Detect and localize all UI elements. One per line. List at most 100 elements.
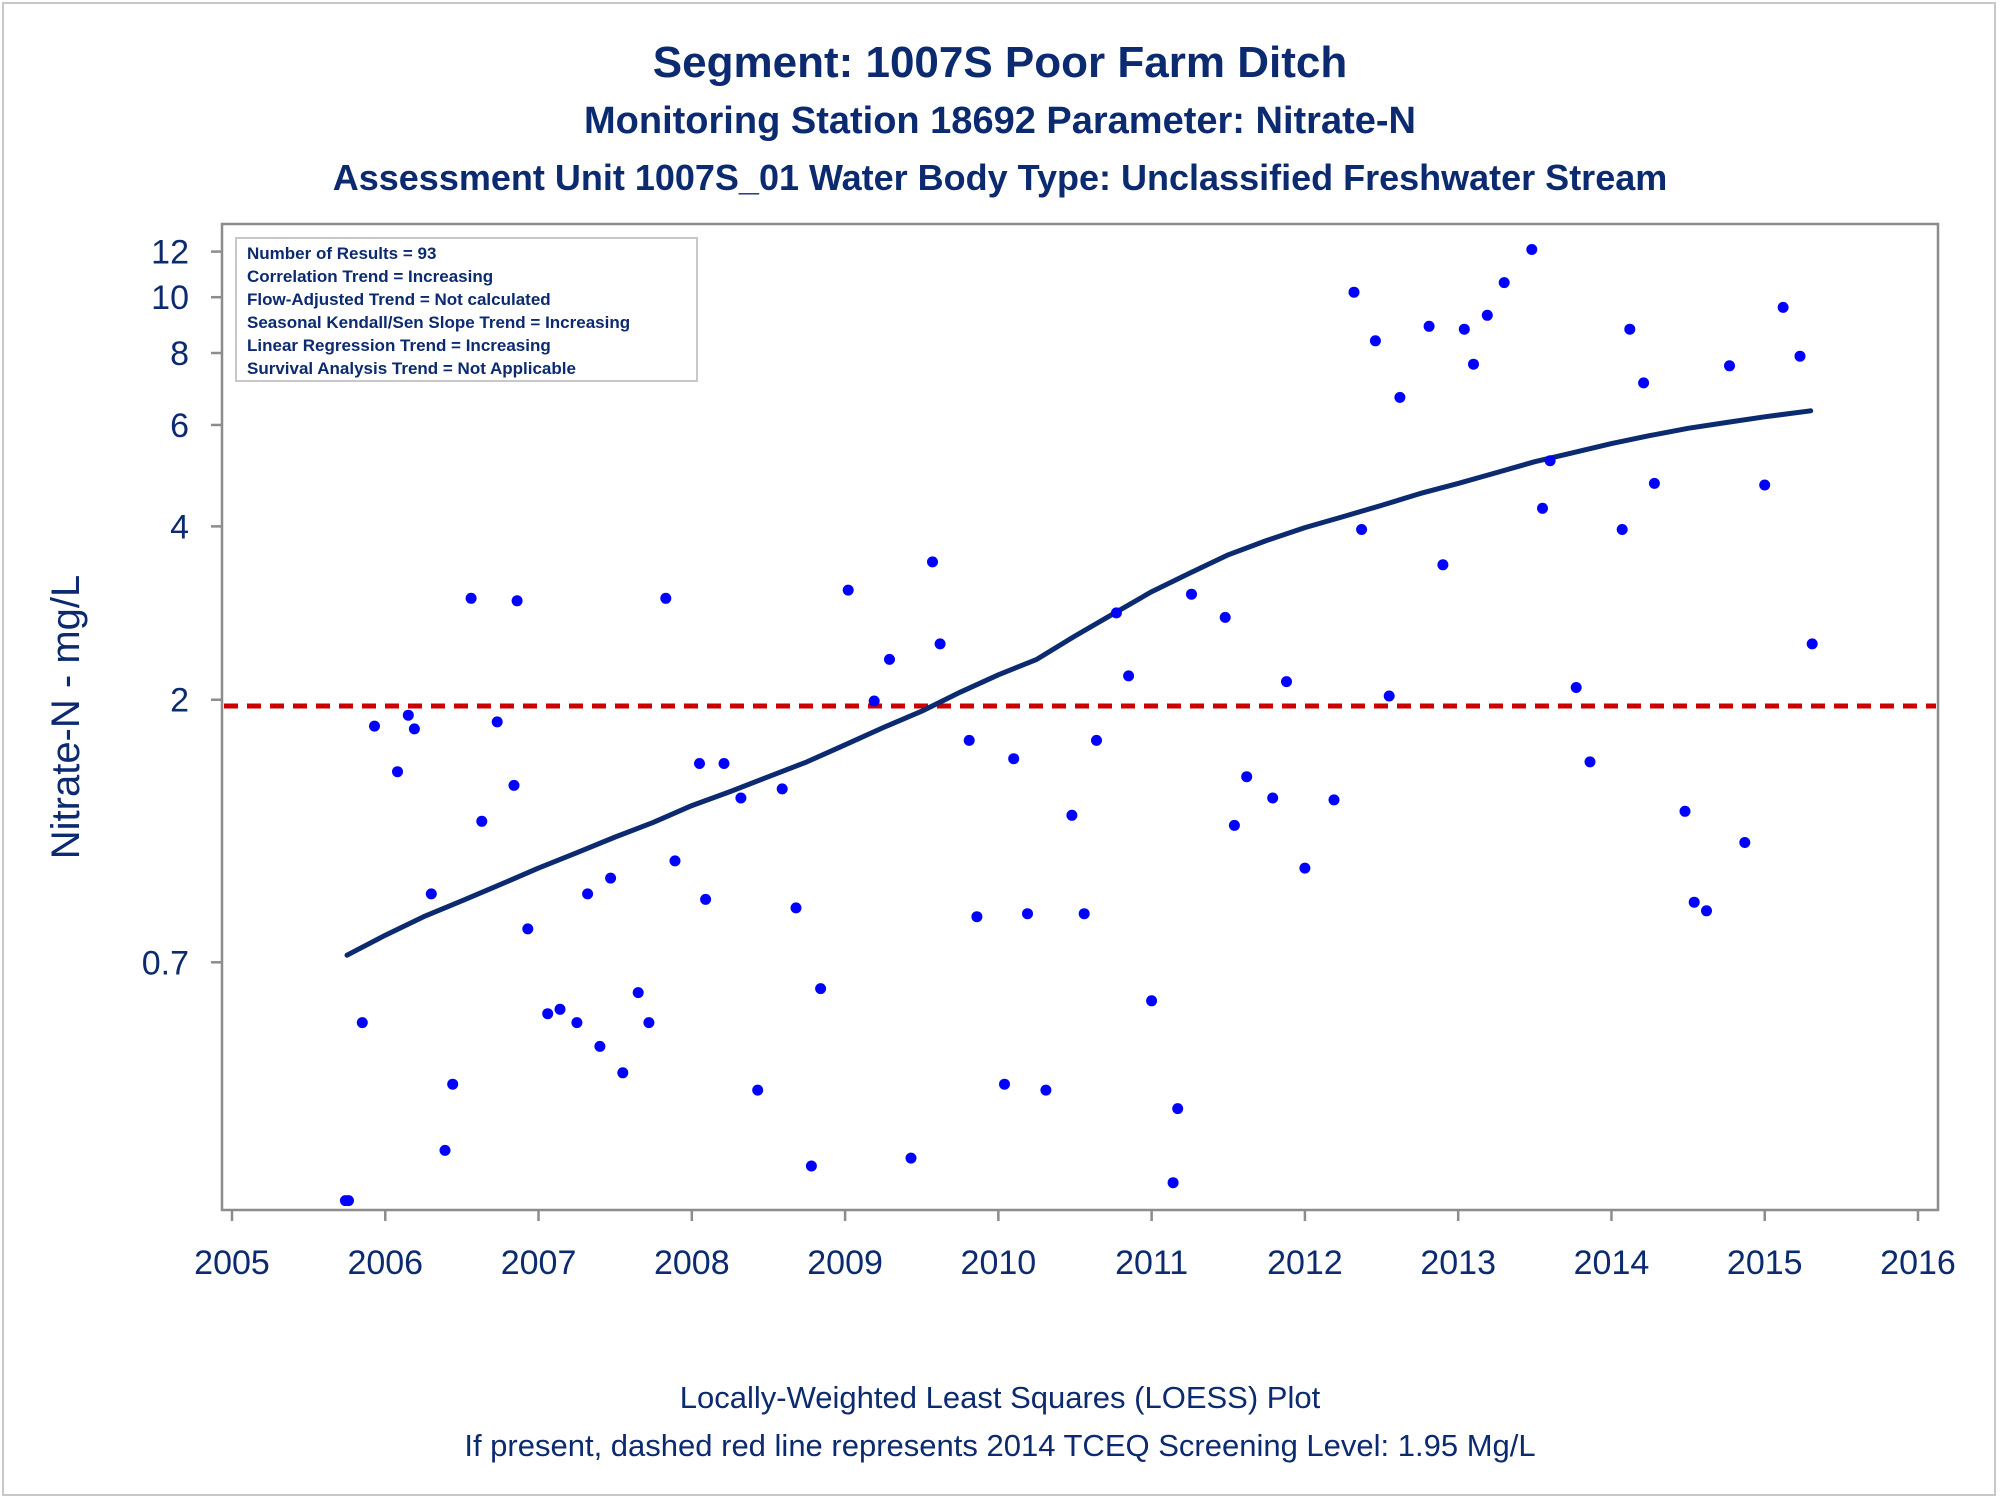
data-point — [632, 987, 644, 999]
data-point — [522, 923, 534, 935]
x-tick-label: 2015 — [1727, 1244, 1803, 1282]
data-point — [1369, 335, 1381, 347]
data-point — [1394, 391, 1406, 403]
data-point — [1040, 1084, 1052, 1096]
data-point — [1526, 244, 1538, 255]
data-point — [402, 709, 414, 721]
x-tick-label: 2005 — [194, 1244, 270, 1282]
data-point — [1299, 862, 1311, 874]
data-point — [660, 592, 672, 604]
data-point — [554, 1003, 566, 1015]
data-point — [1437, 559, 1449, 571]
x-tick-label: 2006 — [347, 1244, 423, 1282]
data-point — [617, 1067, 629, 1079]
chart-title: Segment: 1007S Poor Farm Ditch — [652, 38, 1348, 87]
data-point — [905, 1152, 917, 1164]
data-point — [1267, 792, 1279, 804]
data-point — [508, 779, 520, 791]
x-tick-label: 2014 — [1574, 1244, 1650, 1282]
data-point — [1679, 805, 1691, 817]
data-point — [694, 758, 705, 769]
data-point — [1616, 524, 1628, 535]
data-point — [1123, 670, 1135, 682]
data-point — [1777, 301, 1789, 313]
y-axis-title: Nitrate-N - mg/L — [44, 575, 88, 860]
data-point — [1348, 286, 1360, 298]
inset-line: Survival Analysis Trend = Not Applicable — [247, 359, 576, 378]
data-point — [1172, 1103, 1184, 1115]
trend-summary-box: Number of Results = 93 Correlation Trend… — [235, 237, 698, 382]
data-point — [1167, 1177, 1179, 1189]
data-point — [815, 983, 827, 995]
plot-area — [220, 222, 1940, 1212]
footnote-loess: Locally-Weighted Least Squares (LOESS) P… — [679, 1380, 1321, 1415]
inset-line: Seasonal Kendall/Sen Slope Trend = Incre… — [247, 313, 630, 332]
data-point — [1066, 809, 1078, 821]
x-tick-label: 2011 — [1115, 1244, 1188, 1282]
footnote-screening: If present, dashed red line represents 2… — [464, 1428, 1536, 1463]
x-tick-label: 2013 — [1420, 1244, 1496, 1282]
loess-trend-line — [344, 408, 1814, 958]
data-point — [1724, 360, 1735, 372]
data-point — [1241, 771, 1253, 783]
data-point — [1228, 819, 1240, 831]
data-point — [425, 888, 437, 900]
data-point — [1078, 908, 1090, 920]
data-point — [752, 1084, 764, 1096]
data-point — [963, 734, 975, 746]
data-point — [582, 888, 594, 900]
data-point — [542, 1008, 554, 1020]
y-tick-label: 2 — [170, 682, 189, 720]
data-point — [735, 792, 747, 804]
data-point — [927, 556, 938, 568]
data-point — [718, 758, 730, 769]
data-point — [392, 766, 403, 778]
data-point — [934, 638, 946, 650]
y-tick-label: 12 — [151, 234, 189, 272]
inset-line: Flow-Adjusted Trend = Not calculated — [247, 290, 551, 309]
data-point — [868, 695, 880, 707]
inset-line: Linear Regression Trend = Increasing — [247, 336, 551, 355]
data-point — [1383, 690, 1395, 702]
data-point — [1481, 309, 1493, 321]
chart-subtitle-assessment: Assessment Unit 1007S_01 Water Body Type… — [332, 157, 1668, 198]
y-tick-label: 8 — [170, 335, 189, 373]
data-point — [1739, 837, 1751, 848]
data-point — [1219, 611, 1231, 623]
data-point — [805, 1160, 817, 1172]
x-tick-label: 2009 — [807, 1244, 883, 1282]
data-point — [356, 1017, 368, 1029]
data-point — [571, 1017, 583, 1029]
data-point — [447, 1078, 459, 1090]
y-tick-label: 6 — [170, 407, 189, 445]
data-point — [1008, 753, 1020, 765]
data-point — [1468, 358, 1479, 370]
data-point — [408, 723, 420, 735]
data-point — [1759, 479, 1771, 491]
y-tick-label: 10 — [151, 279, 189, 317]
data-point — [700, 893, 712, 905]
x-tick-label: 2007 — [501, 1244, 577, 1282]
data-point — [669, 855, 681, 867]
data-point — [884, 653, 895, 665]
data-point — [465, 592, 477, 604]
data-point — [1570, 682, 1582, 693]
data-point — [1544, 455, 1556, 467]
data-point — [1794, 350, 1806, 362]
data-point — [790, 902, 802, 914]
data-point — [439, 1144, 451, 1156]
data-point — [491, 716, 503, 728]
data-point — [369, 720, 380, 732]
data-point — [605, 872, 617, 884]
data-point — [594, 1040, 606, 1052]
x-tick-label: 2012 — [1267, 1244, 1343, 1282]
y-tick-label: 0.7 — [142, 944, 189, 982]
data-point — [1186, 588, 1197, 600]
inset-line: Number of Results = 93 — [247, 244, 436, 263]
data-point — [1022, 908, 1033, 920]
data-point — [1498, 277, 1510, 289]
data-point — [643, 1017, 655, 1029]
data-point — [476, 815, 488, 827]
data-point — [1537, 502, 1548, 514]
